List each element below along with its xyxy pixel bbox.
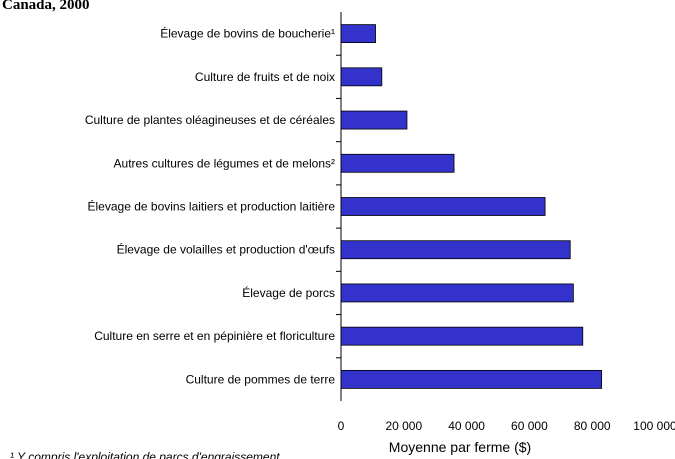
y-tick-label: Culture de pommes de terre [186,372,336,386]
bar [340,197,546,216]
y-tick-label: Culture de plantes oléagineuses et de cé… [85,113,335,127]
bar [340,110,408,130]
x-tick-label: 40 000 [448,419,485,433]
x-axis-label: Moyenne par ferme ($) [389,439,531,455]
x-tick-label: 60 000 [511,419,548,433]
y-tick-label: Culture de fruits et de noix [195,70,335,84]
bar [340,153,455,173]
bar [340,67,383,87]
y-tick-label: Élevage de bovins de boucherie¹ [160,26,335,41]
y-tick-label: Autres cultures de légumes et de melons² [114,156,335,170]
chart-title: Canada, 2000 [2,0,90,13]
bar [340,326,584,346]
bar [340,24,376,44]
x-tick-label: 100 000 [633,419,675,433]
x-tick-label: 80 000 [574,419,611,433]
bar [340,283,574,303]
y-tick-label: Élevage de porcs [242,285,335,300]
x-tick-label: 0 [338,419,345,433]
bar [340,240,571,260]
y-tick-label: Élevage de volailles et production d'œuf… [117,242,335,257]
x-tick-label: 20 000 [385,419,422,433]
footnote: ¹ Y compris l'exploitation de parcs d'en… [10,450,280,459]
y-tick-label: Culture en serre et en pépinière et flor… [94,329,335,343]
y-tick-label: Élevage de bovins laitiers et production… [88,199,336,214]
bar [340,369,603,389]
